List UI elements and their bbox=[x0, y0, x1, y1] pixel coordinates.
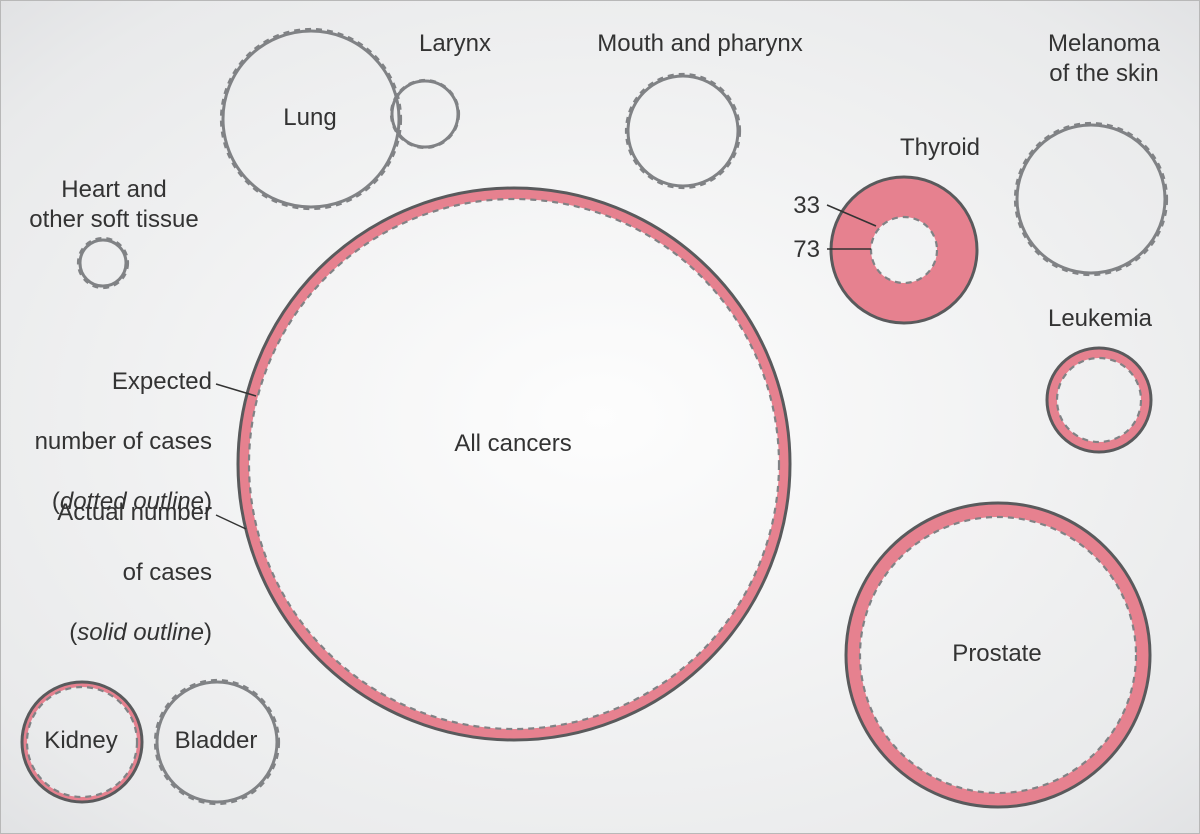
label-melanoma: Melanomaof the skin bbox=[1048, 29, 1160, 89]
circle-heart bbox=[78, 238, 128, 288]
label-kidney: Kidney bbox=[44, 726, 117, 756]
label-larynx: Larynx bbox=[419, 29, 491, 59]
circle-larynx bbox=[391, 80, 459, 148]
legend-actual-leader bbox=[216, 515, 246, 529]
thyroid-inner-value: 33 bbox=[770, 191, 820, 221]
circle-melanoma bbox=[1015, 123, 1167, 275]
circle-mouth_pharynx bbox=[626, 74, 740, 188]
label-lung: Lung bbox=[283, 103, 336, 133]
label-all_cancers: All cancers bbox=[454, 429, 571, 459]
thyroid-outer-value: 73 bbox=[770, 235, 820, 265]
label-mouth_pharynx: Mouth and pharynx bbox=[597, 29, 802, 59]
legend-actual: Actual number of cases (solid outline) bbox=[12, 468, 212, 648]
circle-all_cancers bbox=[238, 188, 790, 740]
label-thyroid: Thyroid bbox=[900, 133, 980, 163]
label-bladder: Bladder bbox=[175, 726, 258, 756]
circle-thyroid bbox=[831, 177, 977, 323]
label-leukemia: Leukemia bbox=[1048, 304, 1152, 334]
label-prostate: Prostate bbox=[952, 639, 1041, 669]
label-heart: Heart andother soft tissue bbox=[29, 175, 198, 235]
circle-leukemia bbox=[1047, 348, 1151, 452]
